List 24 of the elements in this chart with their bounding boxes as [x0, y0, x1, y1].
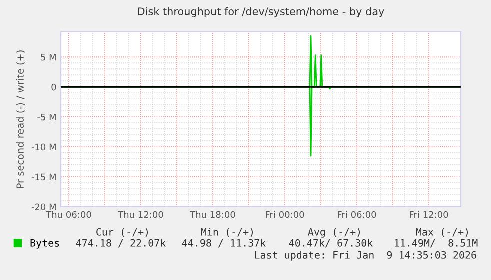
text: 474.18 / 22.07k [76, 239, 166, 248]
legend-label: Bytes [30, 239, 60, 249]
y-tick-label: -20 M [32, 204, 56, 211]
text: 40.47k/ 67.30k [289, 239, 373, 248]
text: Avg (-/+) [308, 228, 360, 238]
text: Max (-/+) [416, 228, 468, 238]
text: Cur (-/+) [96, 228, 148, 238]
x-tick-label: Fri 06:00 [338, 211, 376, 218]
y-tick-label: -15 M [32, 174, 56, 181]
x-tick-label: Thu 12:00 [118, 211, 164, 218]
text: Min (-/+) [201, 228, 254, 238]
text: Last update: Fri Jan 9 14:35:03 2026 [255, 251, 476, 261]
y-tick-label: -10 M [32, 144, 56, 151]
x-tick-label: Thu 06:00 [46, 211, 92, 218]
y-axis-title: Pr second read (-) / write (+) [16, 50, 26, 188]
chart-title: Disk throughput for /dev/system/home - by day [138, 7, 384, 18]
x-tick-label: Fri 12:00 [410, 211, 448, 218]
x-tick-label: Fri 00:00 [266, 211, 304, 218]
y-tick-label: 5 M [41, 54, 56, 61]
x-tick-label: Thu 18:00 [190, 211, 236, 218]
y-tick-label: -5 M [38, 114, 56, 121]
y-tick-label: 0 [52, 84, 56, 91]
text: 11.49M/ 8.51M [395, 239, 478, 248]
text: 44.98 / 11.37k [182, 239, 266, 248]
